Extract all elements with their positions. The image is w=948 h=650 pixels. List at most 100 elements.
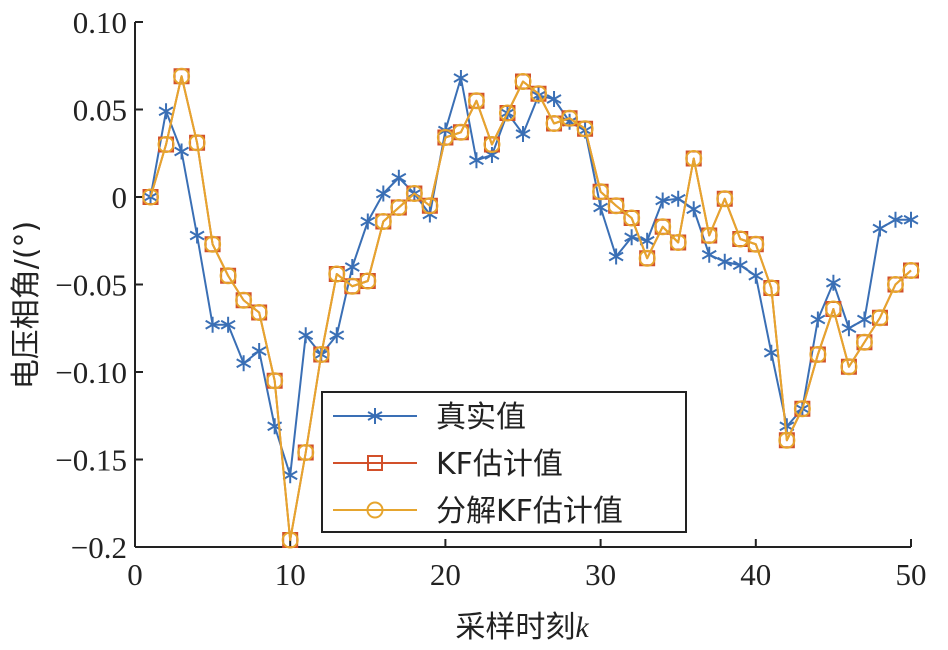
asterisk-marker — [593, 199, 609, 216]
series-decomposed-kf-estimate — [142, 67, 920, 549]
asterisk-marker — [624, 229, 640, 246]
circle-marker — [530, 85, 548, 103]
circle-marker — [871, 309, 889, 327]
x-axis-label-text: 采样时刻 — [455, 610, 575, 645]
circle-marker — [809, 346, 827, 363]
circle-marker — [700, 227, 718, 244]
legend-label: 真实值 — [436, 400, 526, 435]
asterisk-marker — [174, 143, 190, 160]
circle-marker — [545, 115, 563, 132]
asterisk-marker — [282, 467, 298, 484]
asterisk-marker — [158, 103, 174, 120]
asterisk-marker — [220, 316, 236, 333]
circle-marker — [157, 136, 175, 153]
circle-marker — [219, 267, 237, 285]
asterisk-marker — [701, 246, 717, 263]
asterisk-marker — [670, 190, 686, 207]
series-layer — [142, 67, 920, 549]
asterisk-marker — [872, 220, 888, 237]
asterisk-marker — [189, 227, 205, 244]
asterisk-marker — [298, 327, 314, 344]
asterisk-marker — [329, 327, 345, 344]
asterisk-marker — [205, 316, 221, 333]
circle-marker — [142, 188, 160, 206]
y-tick-label: −0.10 — [55, 355, 127, 390]
asterisk-marker — [236, 355, 252, 372]
circle-marker — [778, 431, 796, 449]
x-tick-label: 40 — [740, 557, 771, 592]
legend-label: KF估计值 — [436, 447, 563, 482]
circle-marker — [250, 304, 268, 321]
asterisk-marker — [251, 343, 267, 359]
x-tick-label: 10 — [275, 557, 306, 592]
circle-marker — [576, 120, 594, 138]
asterisk-marker — [825, 274, 841, 291]
circle-marker — [188, 134, 206, 152]
y-tick-label: −0.05 — [55, 268, 127, 303]
asterisk-marker — [888, 211, 903, 228]
y-tick-label: 0 — [112, 180, 128, 215]
asterisk-marker — [717, 253, 733, 270]
asterisk-marker — [655, 192, 671, 209]
asterisk-marker — [763, 344, 779, 361]
circle-marker — [498, 104, 516, 122]
circle-marker — [561, 109, 579, 127]
y-tick-label: −0.2 — [71, 530, 127, 565]
circle-marker — [669, 234, 687, 251]
axes — [134, 21, 912, 548]
circle-marker — [483, 136, 501, 153]
circle-marker — [467, 92, 485, 110]
circle-marker — [204, 235, 222, 253]
x-axis-label-variable: k — [575, 611, 589, 644]
circle-marker — [281, 531, 299, 549]
x-tick-label: 50 — [896, 557, 927, 592]
circle-marker — [902, 262, 920, 279]
circle-marker — [623, 209, 641, 227]
asterisk-marker — [515, 126, 531, 142]
circle-marker — [297, 444, 315, 461]
legend-entry-kf-estimate: KF估计值 — [333, 447, 563, 482]
asterisk-marker — [360, 213, 376, 230]
circle-marker — [685, 150, 703, 167]
circle-marker — [421, 197, 439, 215]
asterisk-marker — [856, 311, 872, 328]
asterisk-marker — [686, 201, 702, 218]
circle-marker — [592, 183, 610, 201]
legend-label: 分解KF估计值 — [436, 494, 623, 529]
asterisk-marker — [639, 232, 655, 249]
circle-marker — [173, 67, 191, 85]
asterisk-marker — [367, 408, 383, 424]
asterisk-marker — [748, 267, 764, 284]
circle-marker — [328, 265, 346, 283]
asterisk-marker — [732, 257, 748, 274]
asterisk-marker — [608, 248, 624, 265]
circle-marker — [716, 190, 734, 208]
circle-marker — [374, 213, 392, 230]
legend-entry-decomposed-kf-estimate: 分解KF估计值 — [333, 494, 623, 529]
x-tick-label: 30 — [585, 557, 616, 592]
series-line — [149, 75, 912, 541]
asterisk-marker — [810, 311, 826, 328]
asterisk-marker — [375, 185, 391, 202]
circle-marker — [793, 400, 811, 418]
circle-marker — [824, 300, 842, 318]
circle-marker — [436, 129, 454, 146]
circle-marker — [886, 276, 904, 293]
asterisk-marker — [546, 91, 562, 107]
asterisk-marker — [841, 320, 857, 337]
circle-marker — [654, 218, 672, 236]
y-tick-label: 0.10 — [73, 5, 127, 40]
circle-marker — [607, 197, 625, 215]
circle-marker — [405, 185, 423, 202]
square-marker — [367, 455, 383, 471]
circle-marker — [452, 123, 470, 141]
circle-marker — [638, 249, 656, 267]
asterisk-marker — [453, 70, 469, 86]
asterisk-marker — [391, 169, 407, 186]
circle-marker — [390, 199, 408, 216]
circle-marker — [514, 73, 532, 90]
circle-marker — [312, 346, 330, 363]
